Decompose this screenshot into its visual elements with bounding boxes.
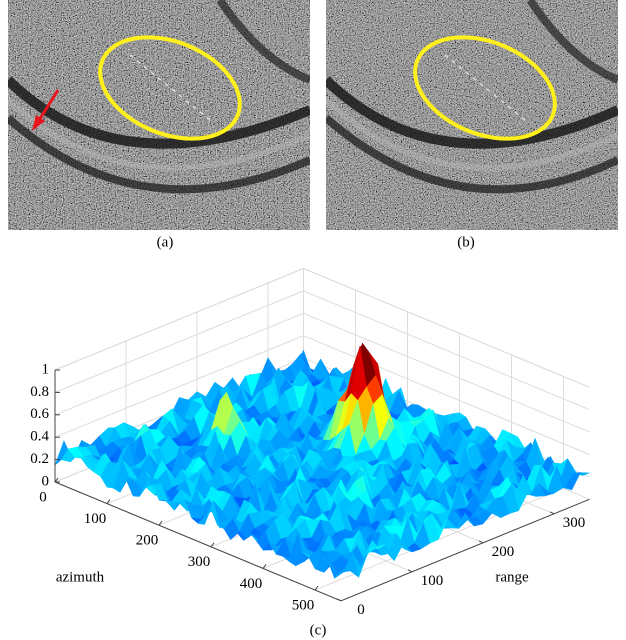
x-axis-label: azimuth (56, 569, 105, 585)
grid-line (54, 335, 304, 438)
tick-mark (262, 564, 267, 569)
panel-label: (a) (157, 234, 174, 250)
tick-mark (210, 542, 215, 548)
x-tick-label: 100 (84, 511, 107, 527)
surface-patch (334, 570, 350, 579)
x-tick-label: 300 (188, 554, 211, 570)
tick-mark (106, 499, 111, 504)
sar-image-a (8, 0, 310, 230)
y-tick-label: 300 (563, 515, 586, 531)
z-tick-label: 0.8 (30, 384, 49, 400)
surface-plot: 0 0.2 0.4 0.6 0.8 1 0 100 200 300 400 500 0 100 200 300 (30, 267, 590, 618)
y-tick-label: 0 (357, 602, 365, 618)
x-tick-label: 400 (240, 576, 263, 592)
grid-line (54, 290, 304, 393)
grid-line (303, 335, 590, 455)
sar-image-b (326, 0, 618, 230)
tick-mark (54, 477, 59, 483)
panel-label: (b) (457, 234, 475, 250)
tick-mark (407, 569, 413, 573)
z-tick-label: 0 (42, 473, 50, 489)
y-tick-label: 200 (492, 544, 515, 560)
z-tick-label: 0.2 (30, 451, 49, 467)
z-tick-label: 0.4 (30, 429, 49, 445)
x-tick-label: 500 (292, 597, 315, 613)
grid-line (54, 312, 304, 416)
panel-label: (c) (310, 622, 327, 638)
tick-mark (314, 585, 319, 591)
tick-mark (336, 598, 342, 602)
tick-mark (158, 520, 163, 526)
z-tick-label: 0.6 (30, 406, 49, 422)
y-axis-label: range (495, 569, 529, 585)
z-tick-label: 1 (42, 361, 50, 377)
tick-mark (549, 511, 555, 515)
surface (54, 342, 590, 579)
y-tick-label: 100 (421, 573, 444, 589)
tick-mark (478, 540, 484, 544)
grid-line (303, 290, 590, 411)
grid-line (303, 312, 590, 433)
x-tick-label: 200 (136, 533, 159, 549)
x-tick-label: 0 (39, 489, 47, 505)
